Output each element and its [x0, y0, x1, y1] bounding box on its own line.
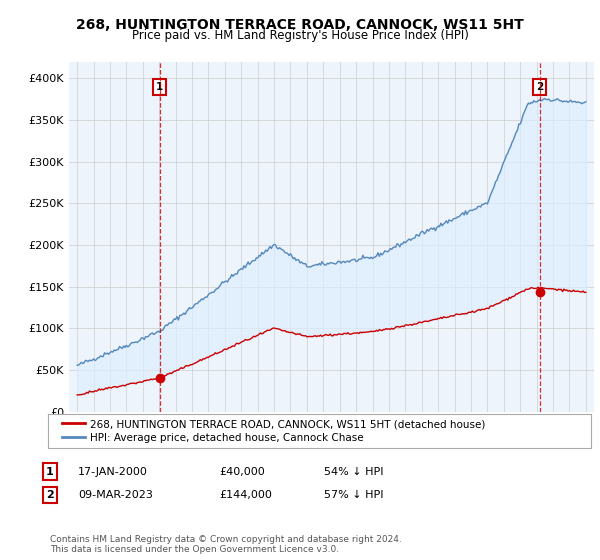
Text: 268, HUNTINGTON TERRACE ROAD, CANNOCK, WS11 5HT: 268, HUNTINGTON TERRACE ROAD, CANNOCK, W…	[76, 18, 524, 32]
Text: 57% ↓ HPI: 57% ↓ HPI	[324, 490, 383, 500]
Text: 54% ↓ HPI: 54% ↓ HPI	[324, 466, 383, 477]
Text: Contains HM Land Registry data © Crown copyright and database right 2024.
This d: Contains HM Land Registry data © Crown c…	[50, 535, 401, 554]
Text: £144,000: £144,000	[219, 490, 272, 500]
Text: £40,000: £40,000	[219, 466, 265, 477]
Text: 1: 1	[156, 82, 164, 92]
Text: Price paid vs. HM Land Registry's House Price Index (HPI): Price paid vs. HM Land Registry's House …	[131, 29, 469, 42]
Text: 1: 1	[46, 466, 53, 477]
Legend: 268, HUNTINGTON TERRACE ROAD, CANNOCK, WS11 5HT (detached house), HPI: Average p: 268, HUNTINGTON TERRACE ROAD, CANNOCK, W…	[59, 416, 488, 446]
Text: 09-MAR-2023: 09-MAR-2023	[78, 490, 153, 500]
Text: 2: 2	[536, 82, 544, 92]
Text: 17-JAN-2000: 17-JAN-2000	[78, 466, 148, 477]
Text: 2: 2	[46, 490, 53, 500]
